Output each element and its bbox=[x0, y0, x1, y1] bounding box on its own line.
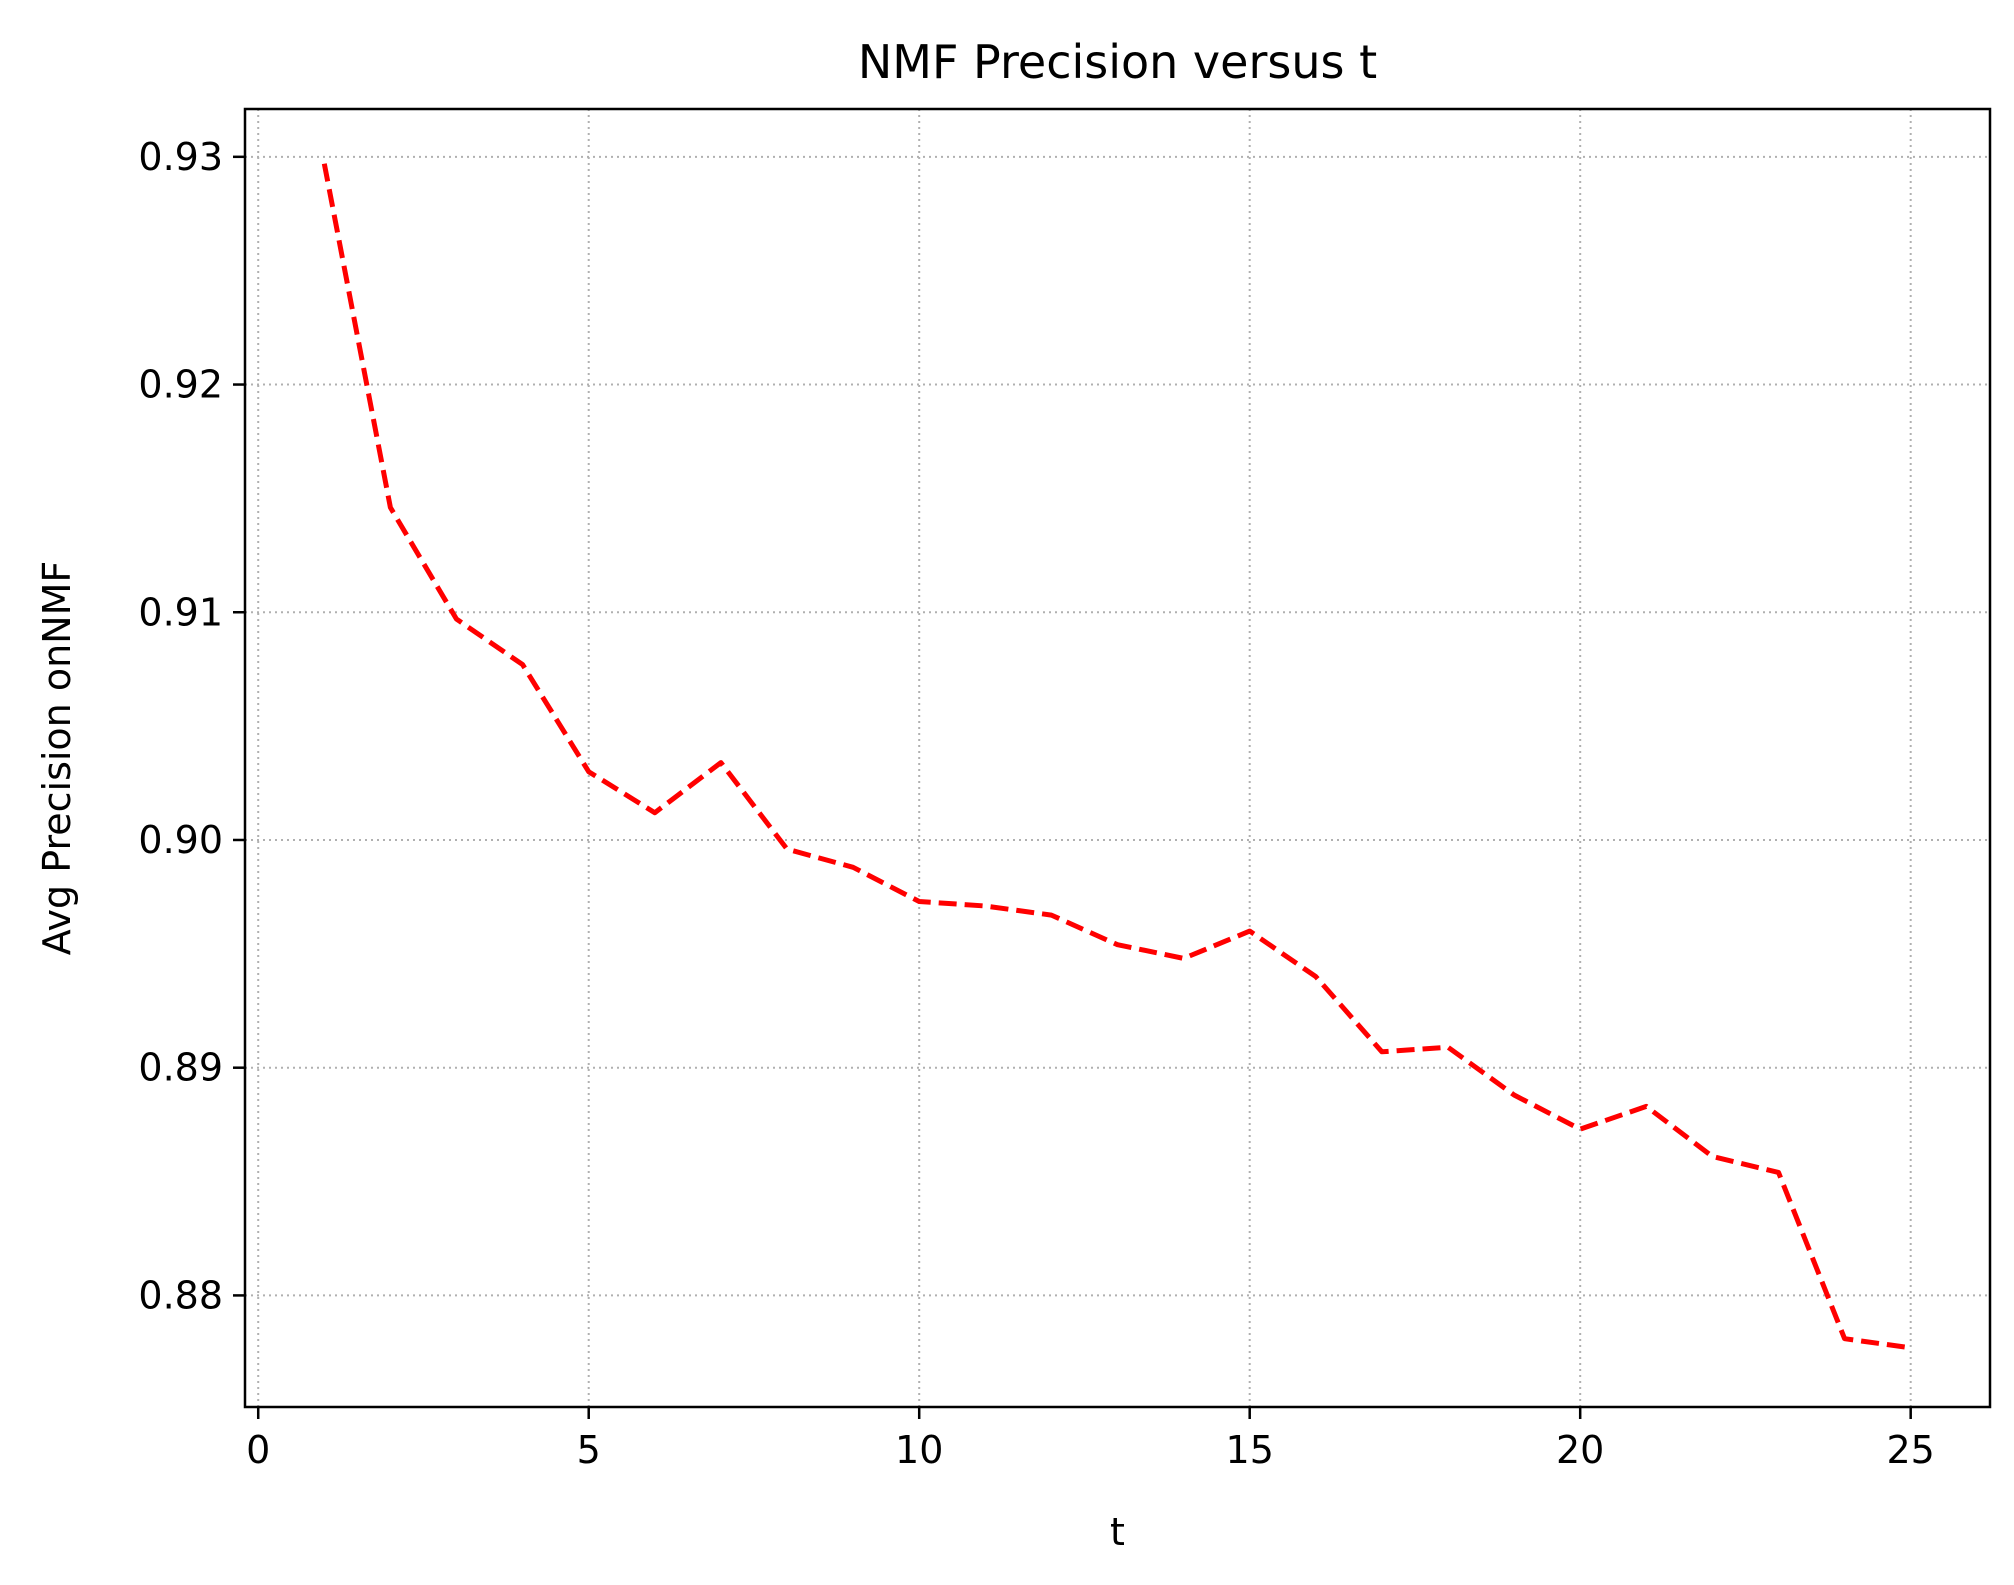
x-axis-label: t bbox=[1110, 1510, 1125, 1554]
series-line bbox=[321, 163, 1912, 1351]
y-tick-label: 0.93 bbox=[138, 135, 223, 179]
x-tick-label: 20 bbox=[1556, 1428, 1604, 1472]
y-axis-label: Avg Precision onNMF bbox=[35, 561, 79, 956]
x-tick-label: 10 bbox=[895, 1428, 943, 1472]
x-tick-label: 25 bbox=[1887, 1428, 1935, 1472]
y-tick-label: 0.92 bbox=[138, 363, 223, 407]
y-tick-label: 0.90 bbox=[138, 818, 223, 862]
x-tick-label: 15 bbox=[1226, 1428, 1274, 1472]
y-tick-label: 0.89 bbox=[138, 1046, 223, 1090]
x-axis-ticks: 0 5 10 15 20 25 bbox=[246, 1407, 1935, 1472]
y-tick-label: 0.91 bbox=[138, 590, 223, 634]
y-tick-label: 0.88 bbox=[138, 1273, 223, 1317]
x-tick-label: 5 bbox=[577, 1428, 601, 1472]
x-tick-label: 0 bbox=[246, 1428, 270, 1472]
plot-frame bbox=[243, 107, 1992, 1409]
grid-lines bbox=[245, 109, 1990, 1407]
chart-title: NMF Precision versus t bbox=[858, 35, 1377, 89]
series-layer bbox=[321, 163, 1912, 1351]
y-axis-ticks: 0.88 0.89 0.90 0.91 0.92 0.93 bbox=[138, 135, 245, 1317]
